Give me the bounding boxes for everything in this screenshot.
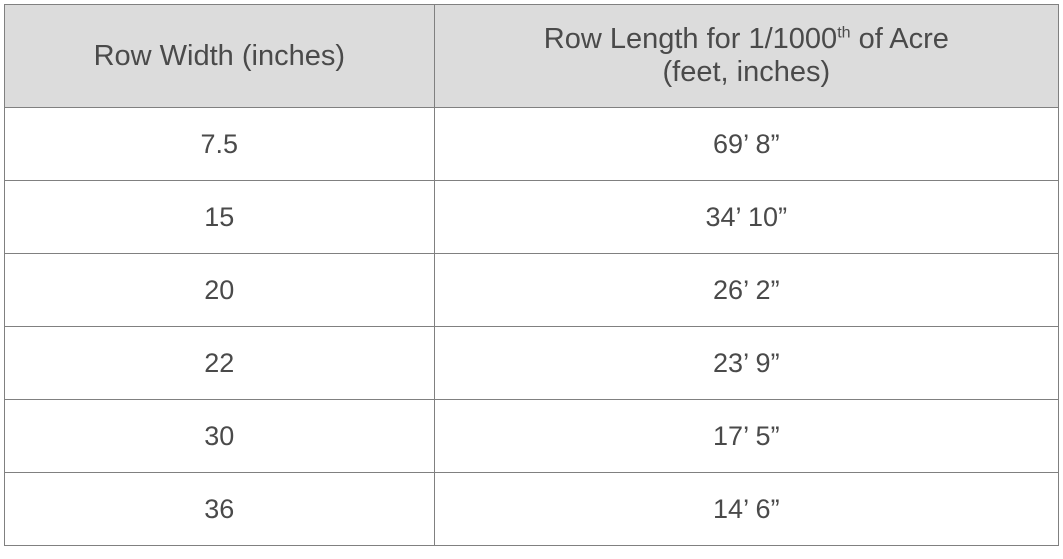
table-row: 15 34’ 10” bbox=[5, 181, 1059, 254]
header-text-suffix: of Acre bbox=[851, 23, 949, 55]
column-header-length: Row Length for 1/1000th of Acre (feet, in… bbox=[434, 5, 1058, 108]
cell-length: 23’ 9” bbox=[434, 327, 1058, 400]
cell-length: 26’ 2” bbox=[434, 254, 1058, 327]
cell-width: 20 bbox=[5, 254, 435, 327]
table-row: 36 14’ 6” bbox=[5, 473, 1059, 546]
cell-length: 69’ 8” bbox=[434, 108, 1058, 181]
cell-width: 30 bbox=[5, 400, 435, 473]
header-text-line2: (feet, inches) bbox=[662, 56, 830, 88]
row-spacing-table: Row Width (inches) Row Length for 1/1000… bbox=[4, 4, 1059, 546]
column-header-width: Row Width (inches) bbox=[5, 5, 435, 108]
header-text-sup: th bbox=[837, 24, 850, 41]
cell-width: 22 bbox=[5, 327, 435, 400]
cell-length: 17’ 5” bbox=[434, 400, 1058, 473]
cell-width: 15 bbox=[5, 181, 435, 254]
header-text: Row Width (inches) bbox=[94, 40, 345, 72]
table-row: 7.5 69’ 8” bbox=[5, 108, 1059, 181]
table-row: 20 26’ 2” bbox=[5, 254, 1059, 327]
table-header-row: Row Width (inches) Row Length for 1/1000… bbox=[5, 5, 1059, 108]
table-row: 22 23’ 9” bbox=[5, 327, 1059, 400]
table-row: 30 17’ 5” bbox=[5, 400, 1059, 473]
header-text-prefix: Row Length for 1/1000 bbox=[544, 23, 837, 55]
cell-length: 14’ 6” bbox=[434, 473, 1058, 546]
cell-length: 34’ 10” bbox=[434, 181, 1058, 254]
cell-width: 36 bbox=[5, 473, 435, 546]
cell-width: 7.5 bbox=[5, 108, 435, 181]
